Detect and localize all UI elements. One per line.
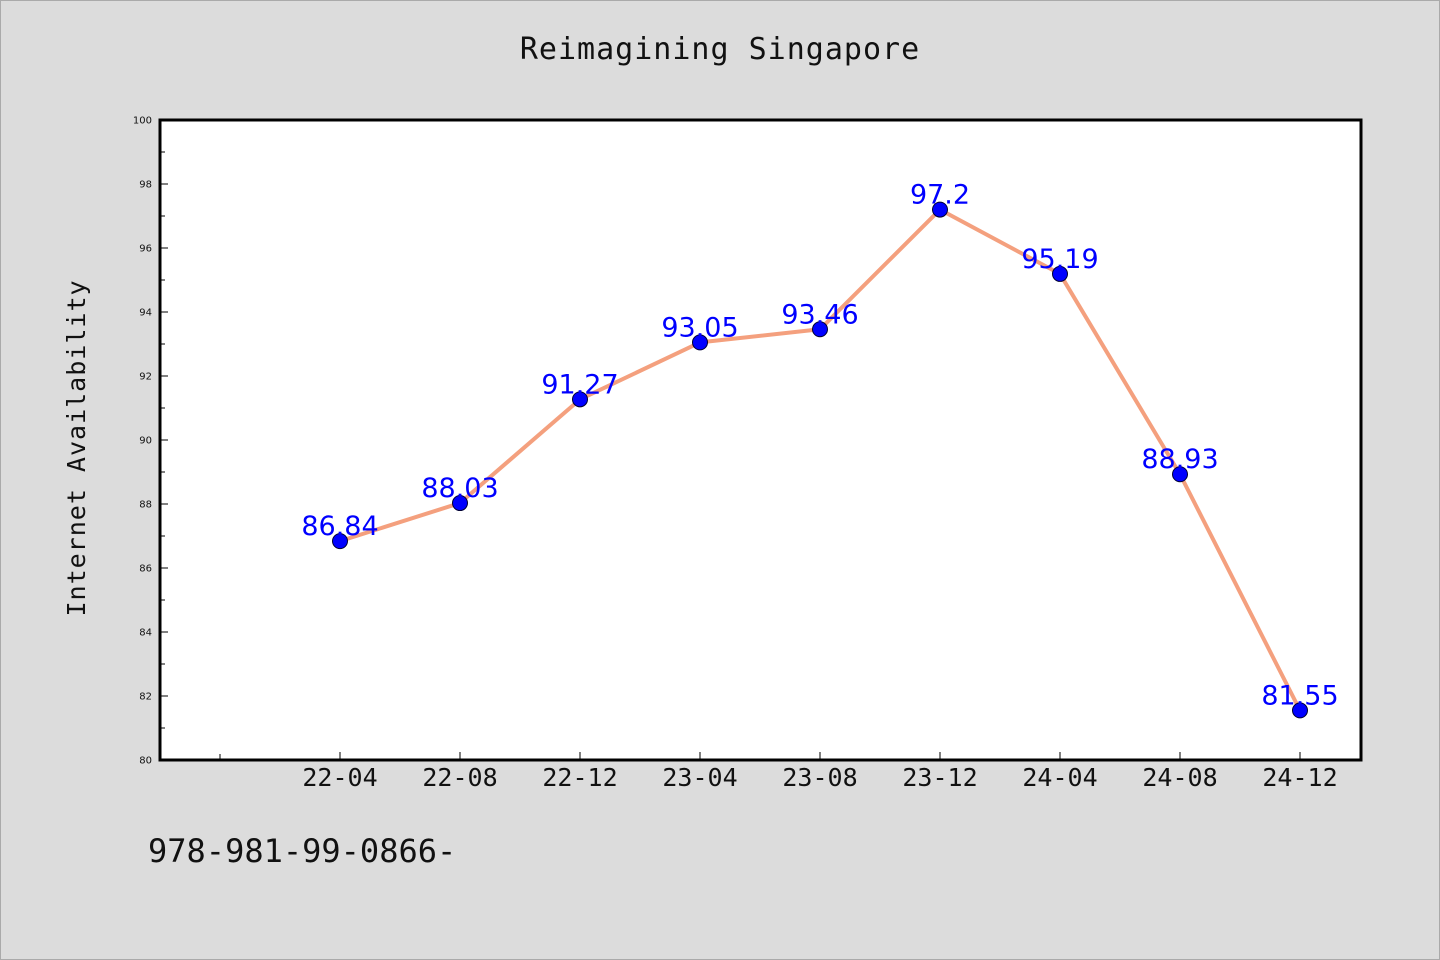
x-tick-label: 23-04 bbox=[662, 763, 737, 792]
y-tick-label: 82 bbox=[139, 692, 152, 703]
data-label: 88.93 bbox=[1141, 444, 1218, 475]
x-tick-label: 24-12 bbox=[1262, 763, 1337, 792]
x-tick-label: 23-08 bbox=[782, 763, 857, 792]
x-tick-label: 22-12 bbox=[542, 763, 617, 792]
data-point bbox=[1292, 702, 1308, 719]
y-tick-label: 96 bbox=[139, 244, 152, 255]
y-tick-label: 98 bbox=[139, 180, 152, 191]
y-tick-label: 100 bbox=[133, 116, 152, 127]
y-tick-label: 92 bbox=[139, 372, 152, 383]
series-layer: 86.84 88.03 91.27 93.05 93.46 97.2 95.19 88.93 8… bbox=[301, 180, 1339, 719]
y-axis-ticks: 80 82 84 86 88 90 92 94 96 98 100 bbox=[133, 116, 168, 767]
data-point bbox=[452, 495, 468, 512]
plot-area bbox=[158, 118, 1363, 762]
y-tick-label: 88 bbox=[139, 500, 152, 511]
y-tick-label: 90 bbox=[139, 436, 152, 447]
data-point bbox=[1052, 265, 1068, 282]
data-label: 81.55 bbox=[1261, 680, 1338, 711]
chart-title: Reimagining Singapore bbox=[519, 32, 921, 67]
y-tick-label: 94 bbox=[139, 308, 152, 319]
data-point bbox=[692, 334, 708, 351]
data-point bbox=[1172, 466, 1188, 483]
data-point bbox=[932, 201, 948, 218]
y-axis-title: Internet Availability bbox=[62, 279, 91, 616]
x-tick-label: 24-08 bbox=[1142, 763, 1217, 792]
data-label: 93.46 bbox=[781, 299, 858, 330]
data-label: 88.03 bbox=[421, 473, 498, 504]
footer-code: 978-981-99-0866- bbox=[148, 832, 457, 870]
data-point bbox=[332, 533, 348, 550]
data-label: 91.27 bbox=[541, 369, 618, 400]
x-tick-label: 22-08 bbox=[422, 763, 497, 792]
data-point bbox=[812, 321, 828, 338]
y-tick-label: 80 bbox=[139, 756, 152, 767]
data-label: 93.05 bbox=[661, 312, 738, 343]
y-tick-label: 84 bbox=[139, 628, 152, 639]
data-point bbox=[572, 391, 588, 408]
data-label: 97.2 bbox=[910, 180, 970, 211]
y-tick-label: 86 bbox=[139, 564, 152, 575]
data-label: 95.19 bbox=[1021, 244, 1098, 275]
x-tick-label: 22-04 bbox=[302, 763, 377, 792]
x-axis-ticks: 22-04 22-08 22-12 23-04 23-08 23-12 24-04 24-08… bbox=[219, 752, 1338, 792]
x-tick-label: 23-12 bbox=[902, 763, 977, 792]
x-tick-label: 24-04 bbox=[1022, 763, 1097, 792]
data-label: 86.84 bbox=[301, 511, 378, 542]
